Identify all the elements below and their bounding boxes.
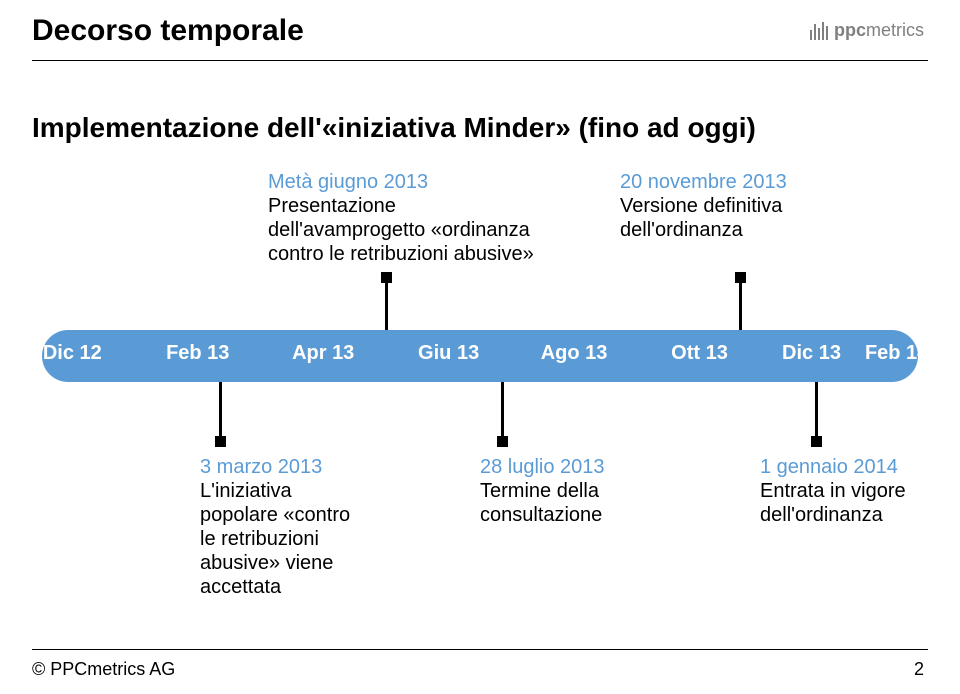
event-upper-1-l3: contro le retribuzioni abusive» [268, 242, 596, 266]
event-lower-1-l4: abusive» viene [200, 551, 400, 575]
event-lower-2: 28 luglio 2013 Termine della consultazio… [480, 455, 680, 527]
tick: Dic 12 [43, 342, 102, 365]
event-lower-1-l5: accettata [200, 575, 400, 599]
event-lower-3: 1 gennaio 2014 Entrata in vigore dell'or… [760, 455, 960, 527]
marker-cap-upper-1 [381, 272, 392, 283]
event-lower-3-l2: dell'ordinanza [760, 503, 960, 527]
tick: Ott 13 [671, 342, 728, 365]
marker-cap-lower-1 [215, 436, 226, 447]
subtitle: Implementazione dell'«iniziativa Minder»… [32, 112, 756, 144]
logo-bars-icon [810, 22, 828, 40]
logo-text: ppcmetrics [834, 20, 924, 41]
event-lower-1-l3: le retribuzioni [200, 527, 400, 551]
event-lower-3-l1: Entrata in vigore [760, 479, 960, 503]
event-upper-1: Metà giugno 2013 Presentazione dell'avam… [268, 170, 596, 266]
timeline: Dic 12 Feb 13 Apr 13 Giu 13 Ago 13 Ott 1… [32, 330, 928, 382]
tick: Giu 13 [418, 342, 479, 365]
footer-text: © PPCmetrics AG [32, 659, 175, 680]
tick: Apr 13 [292, 342, 354, 365]
timeline-ticks: Dic 12 Feb 13 Apr 13 Giu 13 Ago 13 Ott 1… [32, 330, 928, 382]
event-lower-1: 3 marzo 2013 L'iniziativa popolare «cont… [200, 455, 400, 599]
tick: Ago 13 [541, 342, 608, 365]
page-number: 2 [914, 659, 924, 680]
tick: Dic 13 [782, 342, 841, 365]
event-lower-2-l1: Termine della [480, 479, 680, 503]
event-upper-2-title: 20 novembre 2013 [620, 170, 880, 194]
event-lower-2-title: 28 luglio 2013 [480, 455, 680, 479]
event-lower-1-l2: popolare «contro [200, 503, 400, 527]
page-title: Decorso temporale [32, 14, 928, 48]
marker-upper-1 [385, 280, 388, 330]
slide: Decorso temporale ppcmetrics Implementaz… [0, 0, 960, 694]
tick: Feb 14 [865, 342, 928, 365]
event-upper-2-l2: dell'ordinanza [620, 218, 880, 242]
marker-lower-3 [815, 382, 818, 442]
marker-lower-1 [219, 382, 222, 442]
event-lower-1-title: 3 marzo 2013 [200, 455, 400, 479]
event-lower-1-l1: L'iniziativa [200, 479, 400, 503]
header-divider [32, 60, 928, 61]
event-upper-1-title: Metà giugno 2013 [268, 170, 596, 194]
marker-upper-2 [739, 280, 742, 330]
event-lower-3-title: 1 gennaio 2014 [760, 455, 960, 479]
event-upper-2-l1: Versione definitiva [620, 194, 880, 218]
marker-lower-2 [501, 382, 504, 442]
logo-bold: ppc [834, 20, 866, 40]
logo: ppcmetrics [810, 20, 924, 41]
footer-divider [32, 649, 928, 650]
header: Decorso temporale [32, 14, 928, 48]
marker-cap-lower-3 [811, 436, 822, 447]
marker-cap-lower-2 [497, 436, 508, 447]
event-upper-2: 20 novembre 2013 Versione definitiva del… [620, 170, 880, 242]
tick: Feb 13 [166, 342, 229, 365]
marker-cap-upper-2 [735, 272, 746, 283]
event-upper-1-l1: Presentazione [268, 194, 596, 218]
logo-light: metrics [866, 20, 924, 40]
event-upper-1-l2: dell'avamprogetto «ordinanza [268, 218, 596, 242]
event-lower-2-l2: consultazione [480, 503, 680, 527]
